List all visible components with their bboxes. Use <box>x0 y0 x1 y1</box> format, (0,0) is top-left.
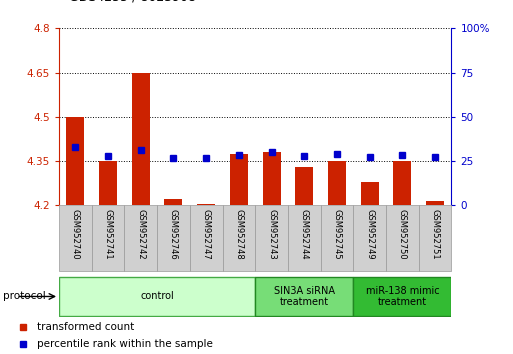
Bar <box>361 182 379 205</box>
Bar <box>419 205 451 271</box>
Text: percentile rank within the sample: percentile rank within the sample <box>37 339 213 349</box>
Bar <box>353 277 451 316</box>
Text: transformed count: transformed count <box>37 321 134 332</box>
Bar <box>393 161 411 205</box>
Bar <box>321 205 353 271</box>
Bar <box>353 205 386 271</box>
Bar <box>92 205 125 271</box>
Text: GSM952743: GSM952743 <box>267 209 276 259</box>
Bar <box>263 152 281 205</box>
Bar <box>197 204 215 205</box>
Text: control: control <box>140 291 174 302</box>
Text: GSM952748: GSM952748 <box>234 209 243 259</box>
Bar <box>132 73 150 205</box>
Text: miR-138 mimic
treatment: miR-138 mimic treatment <box>366 286 439 307</box>
Bar <box>190 205 223 271</box>
Bar <box>66 117 84 205</box>
Text: GSM952746: GSM952746 <box>169 209 178 259</box>
Bar <box>59 277 255 316</box>
Text: GDS4255 / 8023908: GDS4255 / 8023908 <box>69 0 196 4</box>
Text: GSM952741: GSM952741 <box>104 209 112 259</box>
Bar <box>386 205 419 271</box>
Bar <box>288 205 321 271</box>
Text: GSM952751: GSM952751 <box>430 209 440 259</box>
Bar <box>59 205 92 271</box>
Text: SIN3A siRNA
treatment: SIN3A siRNA treatment <box>274 286 335 307</box>
Text: GSM952744: GSM952744 <box>300 209 309 259</box>
Text: GSM952747: GSM952747 <box>202 209 211 259</box>
Text: GSM952749: GSM952749 <box>365 209 374 259</box>
Bar <box>328 161 346 205</box>
Bar <box>255 277 353 316</box>
Bar <box>223 205 255 271</box>
Bar <box>99 161 117 205</box>
Bar <box>230 154 248 205</box>
Bar <box>157 205 190 271</box>
Text: GSM952745: GSM952745 <box>332 209 342 259</box>
Text: GSM952742: GSM952742 <box>136 209 145 259</box>
Bar <box>165 199 183 205</box>
Bar <box>255 205 288 271</box>
Bar <box>124 205 157 271</box>
Bar <box>295 167 313 205</box>
Text: protocol: protocol <box>3 291 45 302</box>
Text: GSM952740: GSM952740 <box>71 209 80 259</box>
Bar <box>426 201 444 205</box>
Text: GSM952750: GSM952750 <box>398 209 407 259</box>
